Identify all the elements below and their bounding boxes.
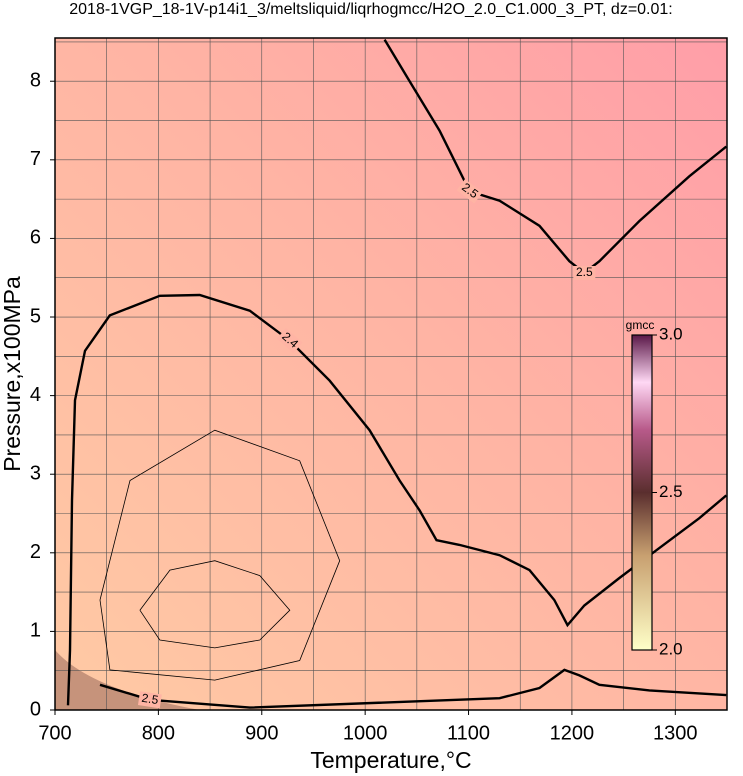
x-tick-label: 900	[245, 722, 278, 744]
contours: 2.42.52.52.5	[66, 38, 727, 709]
contour-line	[383, 38, 727, 275]
colorbar-tick-label: 2.0	[659, 639, 683, 658]
y-tick-label: 8	[30, 70, 41, 92]
x-axis-label: Temperature,°C	[310, 747, 471, 773]
contour-line	[99, 668, 727, 709]
y-tick-label: 2	[30, 541, 41, 563]
y-tick-label: 6	[30, 227, 41, 249]
contour-line	[66, 293, 727, 706]
colorbar-label: gmcc	[626, 318, 655, 332]
colorbar	[631, 334, 653, 651]
contour-label: 2.5	[576, 265, 593, 279]
y-tick-label: 3	[30, 462, 41, 484]
y-tick-label: 0	[30, 698, 41, 720]
contour-label-bg	[137, 691, 162, 709]
y-tick-label: 7	[30, 148, 41, 170]
chart-title: 2018-1VGP_18-1V-p14i1_3/meltsliquid/liqr…	[69, 1, 673, 18]
contour-label-bg	[573, 266, 596, 281]
contour-line	[139, 560, 291, 649]
contour-line	[99, 429, 341, 681]
contour-label-bg	[276, 328, 303, 354]
corner-shade	[55, 650, 200, 710]
x-tick-label: 1200	[550, 722, 595, 744]
x-tick-label: 700	[38, 722, 71, 744]
plot-background	[55, 38, 727, 710]
y-tick-label: 1	[30, 620, 41, 642]
contour-label-bg	[456, 179, 483, 204]
x-tick-label: 1300	[653, 722, 698, 744]
y-axis-label: Pressure,x100MPa	[0, 276, 25, 472]
y-tick-label: 5	[30, 305, 41, 327]
colorbar-tick-label: 2.5	[659, 482, 683, 501]
x-tick-label: 800	[142, 722, 175, 744]
x-tick-label: 1100	[447, 722, 490, 744]
x-tick-label: 1000	[343, 722, 388, 744]
plot-frame	[54, 37, 728, 711]
contour-label: 2.5	[141, 691, 160, 707]
colorbar-tick-label: 3.0	[659, 324, 683, 343]
y-tick-label: 4	[30, 384, 41, 406]
